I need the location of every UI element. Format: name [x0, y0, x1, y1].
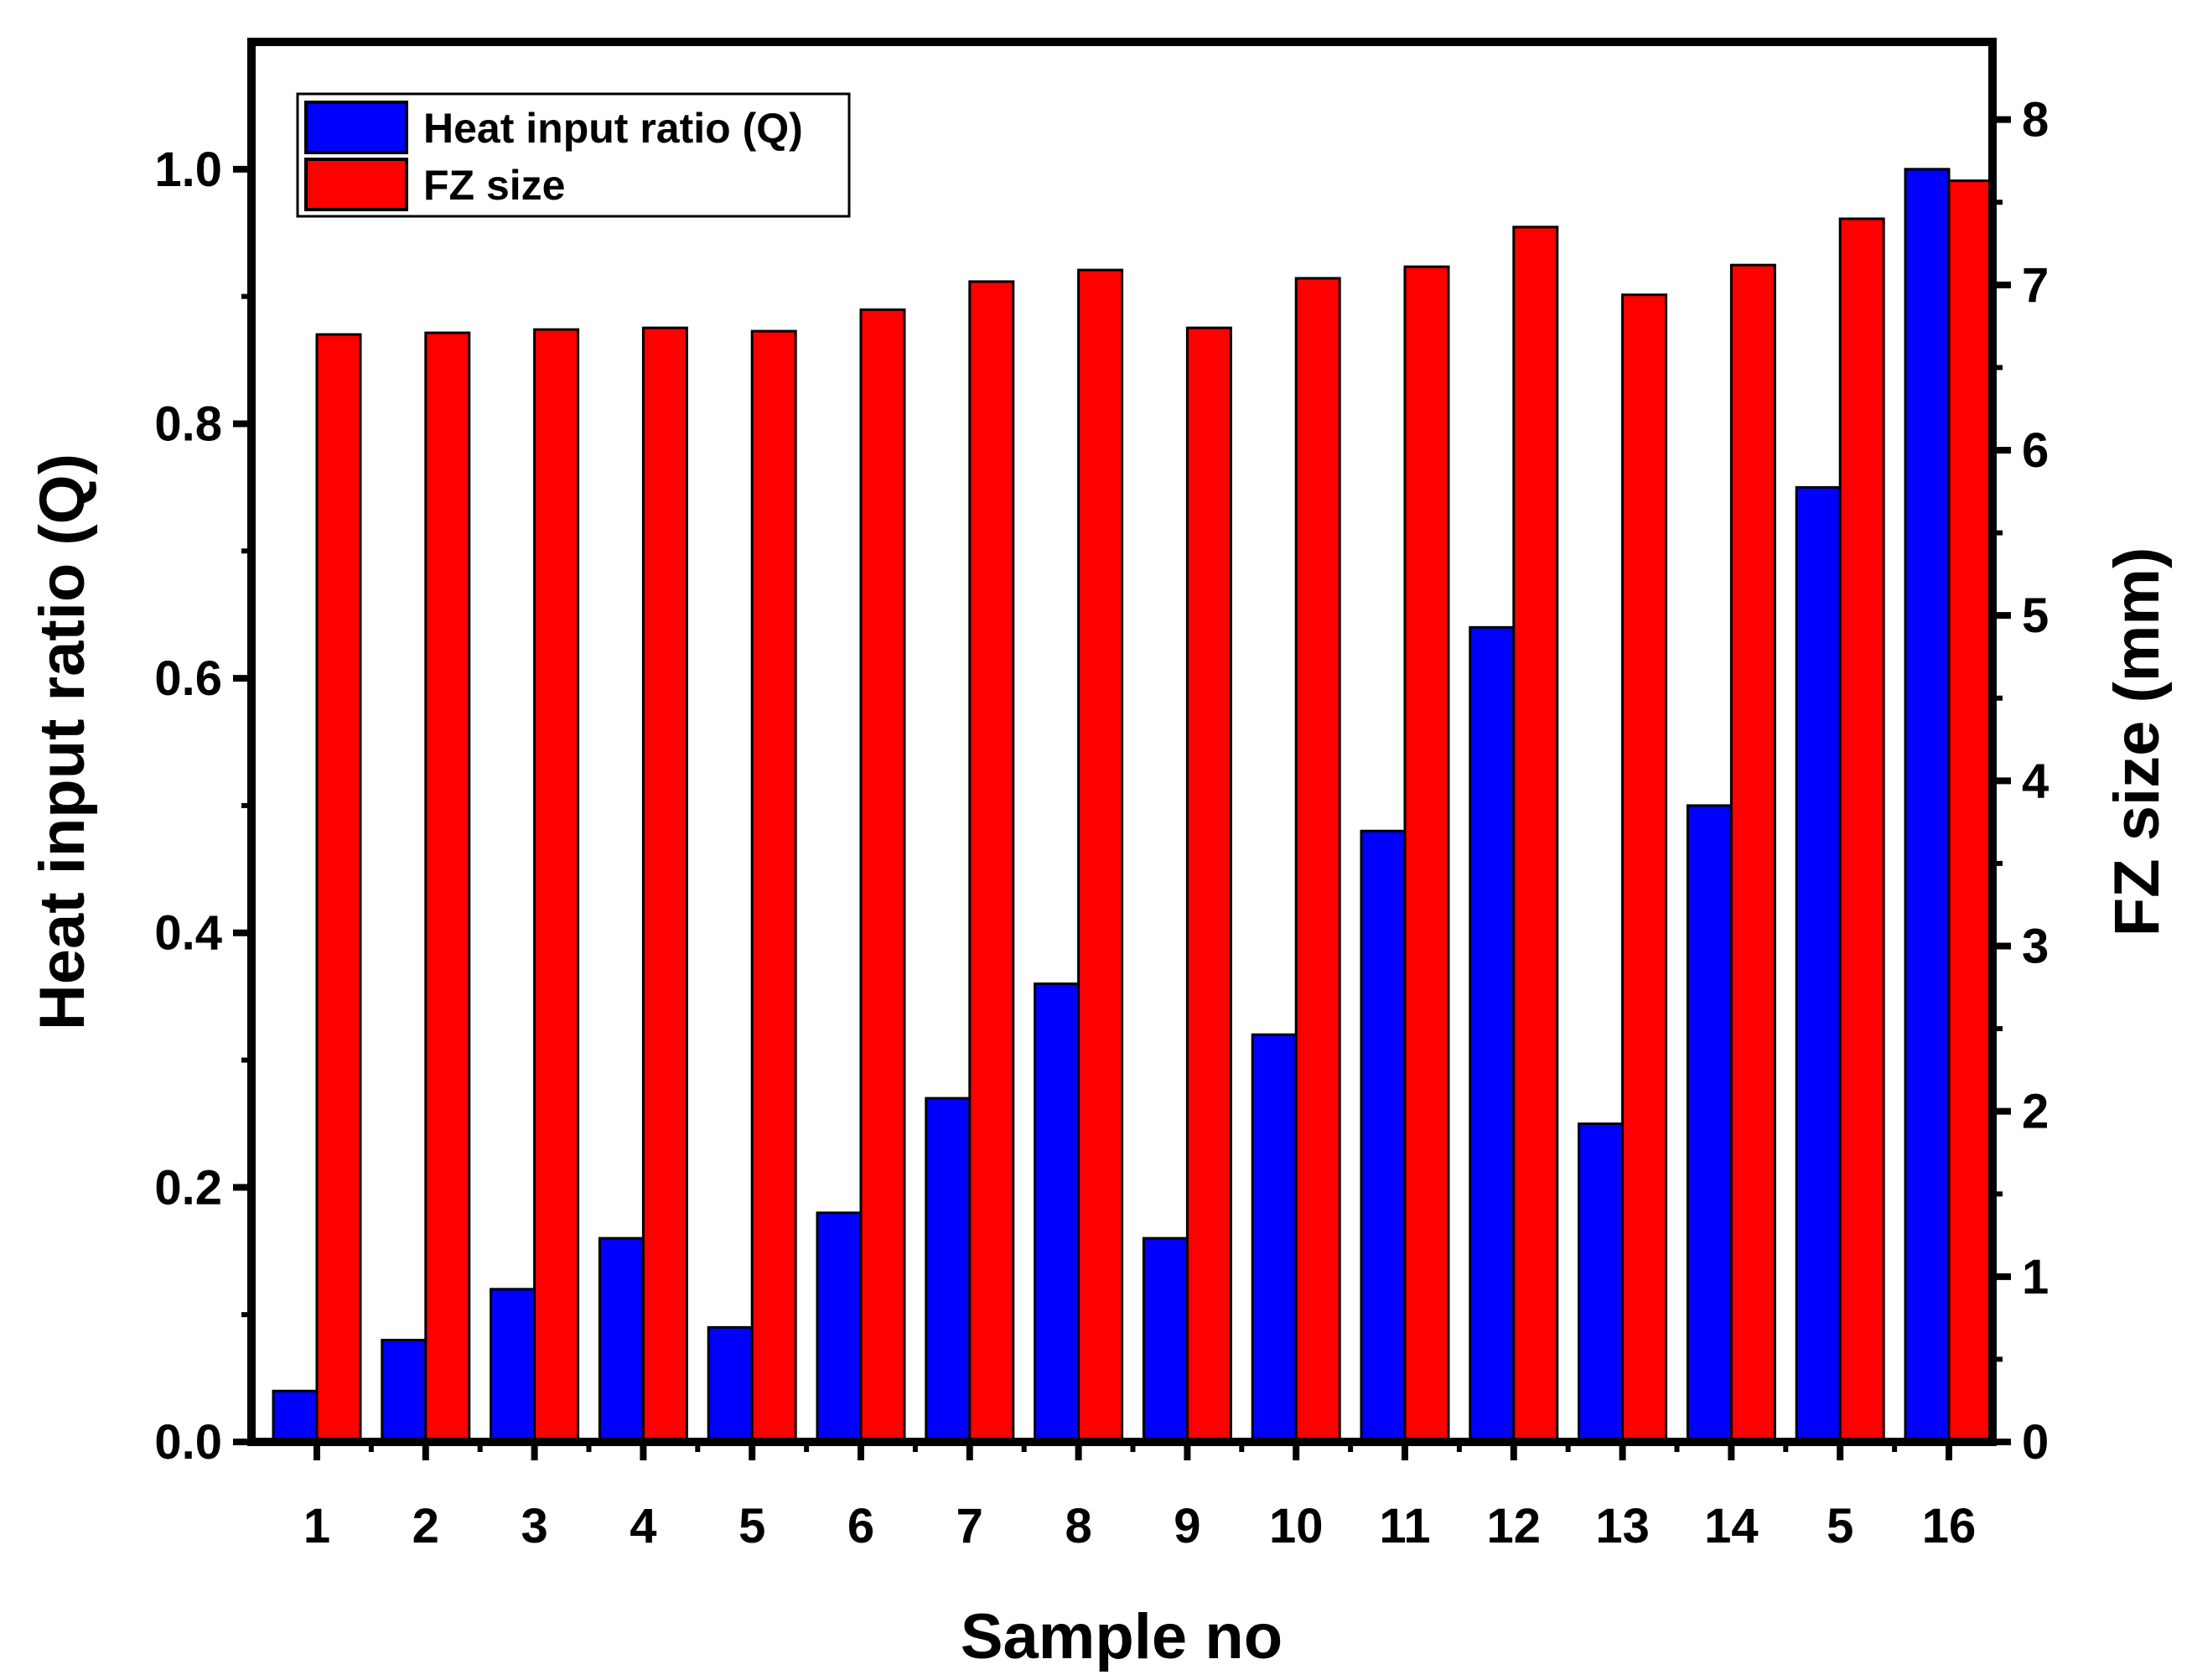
bar-fz-size-2: [424, 331, 471, 1444]
y-tick-label: 0.6: [154, 651, 222, 706]
bar-heat-input-7: [925, 1097, 972, 1444]
bar-fz-size-5: [750, 329, 797, 1444]
bar-fz-size-10: [1294, 277, 1341, 1444]
bar-fz-size-13: [1621, 293, 1668, 1444]
bar-fz-size-15: [1838, 217, 1885, 1444]
bar-heat-input-1: [272, 1389, 319, 1444]
bar-heat-input-9: [1142, 1237, 1189, 1444]
x-tick-label: 3: [521, 1499, 547, 1553]
bar-heat-input-3: [490, 1288, 536, 1444]
y2-tick-label: 1: [2022, 1250, 2049, 1304]
x-tick-label: 11: [1379, 1499, 1430, 1553]
x-tick-label: 5: [1827, 1499, 1853, 1553]
y-tick-label: 0.2: [154, 1160, 222, 1215]
bar-heat-input-16: [1904, 168, 1951, 1444]
x-tick-label: 5: [738, 1499, 765, 1553]
plot-frame: [247, 38, 1997, 1446]
y-tick-label: 0.4: [154, 906, 222, 961]
y-axis-title: Heat input ratio (Q): [27, 454, 98, 1030]
bar-heat-input-2: [381, 1339, 428, 1444]
y2-tick-label: 3: [2022, 920, 2049, 974]
bar-fz-size-14: [1729, 263, 1776, 1444]
bar-heat-input-15: [1795, 485, 1842, 1444]
x-tick-label: 7: [956, 1499, 983, 1553]
legend-swatch-fz-size: [304, 158, 408, 211]
bar-fz-size-6: [859, 308, 906, 1444]
y2-axis-title: FZ size (mm): [2101, 547, 2173, 937]
y2-tick-label: 7: [2022, 258, 2049, 313]
bar-fz-size-7: [968, 280, 1015, 1444]
bar-heat-input-6: [816, 1211, 863, 1444]
y2-tick-label: 2: [2022, 1085, 2049, 1139]
bar-fz-size-9: [1185, 326, 1232, 1444]
bar-fz-size-11: [1403, 265, 1450, 1444]
bar-fz-size-1: [315, 333, 362, 1444]
y-tick-label: 0.0: [154, 1415, 222, 1470]
x-tick-label: 6: [847, 1499, 874, 1553]
legend-swatch-heat-input: [304, 101, 408, 154]
x-tick-label: 1: [303, 1499, 330, 1553]
x-tick-label: 14: [1704, 1499, 1759, 1553]
x-tick-label: 8: [1065, 1499, 1091, 1553]
y-tick-label: 1.0: [154, 143, 222, 197]
x-tick-label: 13: [1595, 1499, 1650, 1553]
bar-heat-input-10: [1251, 1033, 1298, 1444]
tick-labels-layer: 1 2 3 4 5 6 7 8 9 10 11 12 13 14 5 160.00.20.40.60.81.0…: [154, 93, 2049, 1553]
bar-fz-size-16: [1947, 179, 1994, 1444]
bar-fz-size-3: [533, 328, 580, 1444]
bar-heat-input-14: [1686, 804, 1733, 1444]
bar-heat-input-11: [1360, 829, 1407, 1444]
x-tick-label: 12: [1487, 1499, 1542, 1553]
x-tick-label: 16: [1922, 1499, 1977, 1553]
y2-tick-label: 6: [2022, 423, 2049, 478]
y2-tick-label: 8: [2022, 93, 2049, 148]
x-tick-label: 10: [1269, 1499, 1324, 1553]
bar-fz-size-12: [1512, 226, 1559, 1444]
legend-label-heat-input: Heat input ratio (Q): [423, 105, 803, 152]
x-tick-label: 4: [630, 1499, 656, 1553]
bars-layer: [272, 168, 1994, 1444]
y2-tick-label: 0: [2022, 1415, 2049, 1470]
y-tick-label: 0.8: [154, 397, 222, 451]
bar-fz-size-8: [1077, 268, 1124, 1444]
bar-heat-input-12: [1469, 625, 1516, 1444]
legend-label-fz-size: FZ size: [423, 162, 565, 209]
bar-heat-input-4: [598, 1237, 645, 1444]
bar-heat-input-5: [707, 1325, 754, 1444]
bar-heat-input-13: [1578, 1122, 1625, 1444]
y2-tick-label: 4: [2022, 754, 2049, 808]
x-tick-label: 2: [412, 1499, 439, 1553]
x-axis-title: Sample no: [961, 1601, 1283, 1672]
bar-heat-input-8: [1034, 982, 1080, 1444]
bar-fz-size-4: [641, 326, 688, 1444]
x-tick-label: 9: [1174, 1499, 1200, 1553]
y2-tick-label: 5: [2022, 589, 2049, 643]
legend: Heat input ratio (Q) FZ size: [296, 92, 851, 218]
